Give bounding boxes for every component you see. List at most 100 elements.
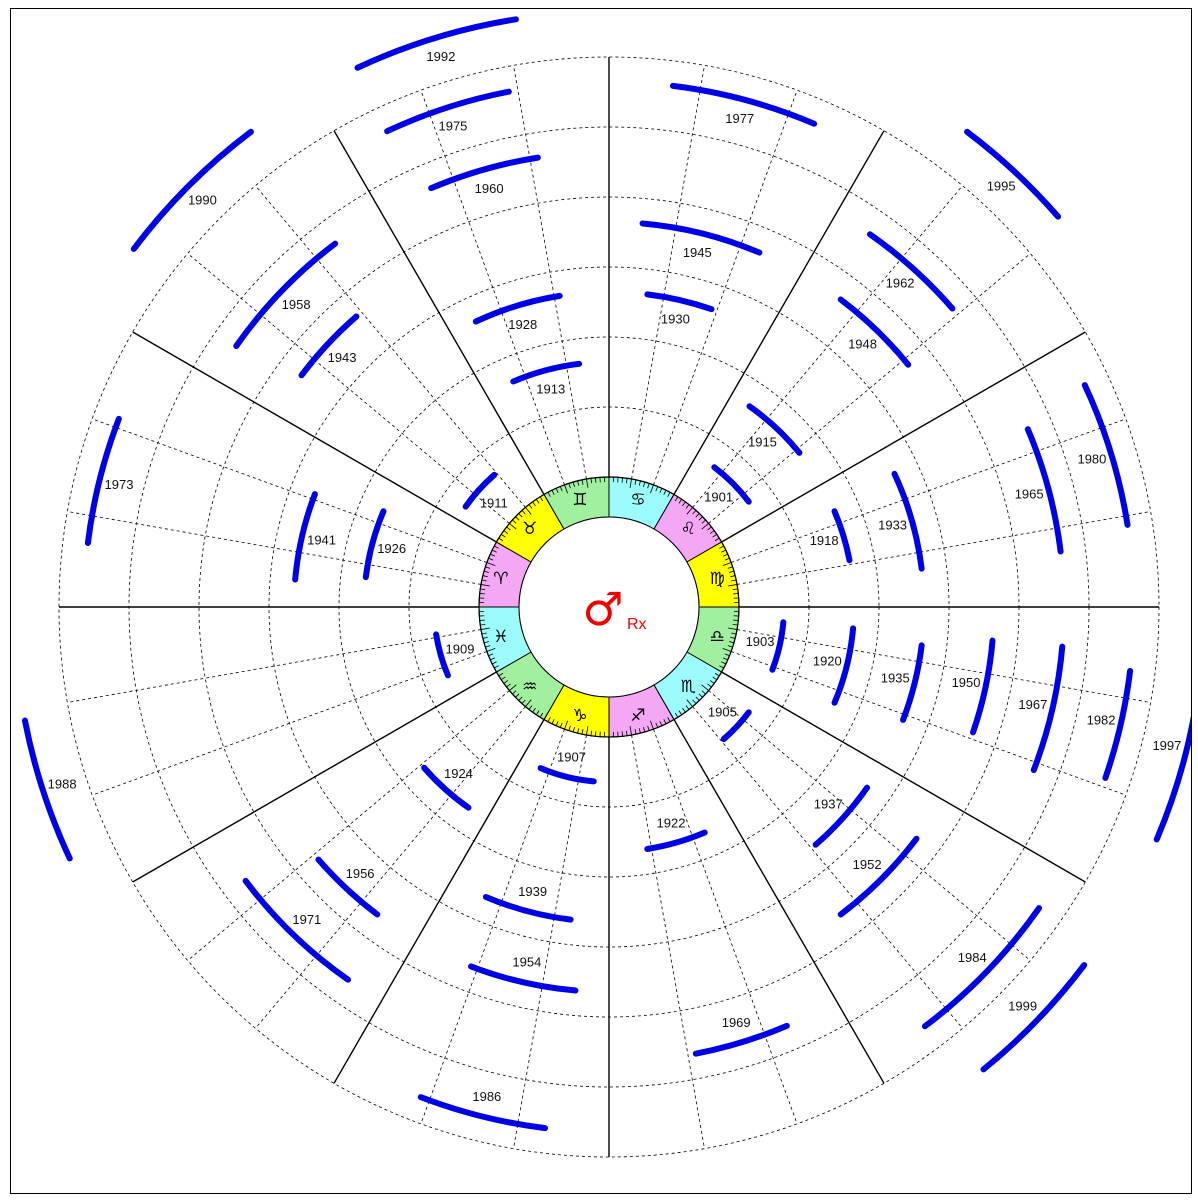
mars-retrograde-wheel: ♈ ♉ ♊ ♋ ♌ ♍ ♎ ♏ ♐ ♑ ♒ ♓ 1901 1903 1905 1907 1909 1911 191… bbox=[21, 16, 1191, 1158]
degree-tick bbox=[480, 584, 490, 587]
grid-spoke bbox=[692, 706, 963, 1029]
degree-tick bbox=[621, 477, 623, 483]
mars-icon: ♂ bbox=[582, 582, 623, 636]
degree-tick bbox=[586, 478, 589, 488]
grid-spoke bbox=[731, 651, 1126, 796]
degree-tick bbox=[483, 570, 489, 573]
year-label-1903: 1903 bbox=[746, 634, 775, 649]
grid-spoke bbox=[255, 185, 526, 508]
degree-tick bbox=[730, 575, 736, 578]
degree-tick bbox=[488, 653, 494, 657]
degree-tick bbox=[692, 510, 697, 515]
degree-tick bbox=[701, 519, 706, 524]
zodiac-outer-edge bbox=[478, 476, 740, 738]
degree-tick bbox=[488, 557, 494, 561]
degree-tick bbox=[674, 496, 679, 502]
degree-tick bbox=[667, 492, 671, 497]
chart-frame: ♈ ♉ ♊ ♋ ♌ ♍ ♎ ♏ ♐ ♑ ♒ ♓ 1901 1903 1905 1907 1909 1911 191… bbox=[10, 8, 1192, 1194]
grid-spoke bbox=[513, 734, 587, 1149]
year-label-1977: 1977 bbox=[725, 111, 754, 126]
retrograde-arc-1986 bbox=[417, 1094, 549, 1132]
degree-tick bbox=[722, 562, 732, 566]
degree-tick bbox=[555, 488, 559, 493]
degree-tick bbox=[685, 504, 690, 509]
degree-tick bbox=[695, 696, 700, 701]
retrograde-arc-1954 bbox=[468, 963, 579, 994]
retrograde-arc-1930 bbox=[644, 291, 715, 313]
degree-tick bbox=[595, 477, 597, 483]
degree-tick bbox=[586, 726, 589, 736]
retrograde-arc-1922 bbox=[644, 829, 708, 852]
degree-tick bbox=[663, 489, 667, 495]
sign-boundary-line bbox=[333, 130, 545, 495]
year-label-1967: 1967 bbox=[1018, 697, 1047, 712]
degree-tick bbox=[729, 641, 735, 644]
degree-tick bbox=[712, 533, 717, 538]
degree-tick bbox=[698, 516, 703, 521]
year-label-1965: 1965 bbox=[1015, 486, 1044, 501]
degree-tick bbox=[629, 726, 632, 736]
sign-boundary-line bbox=[721, 331, 1086, 543]
sign-boundary-line bbox=[721, 671, 1086, 883]
year-label-1992: 1992 bbox=[426, 49, 455, 64]
year-label-1984: 1984 bbox=[958, 950, 987, 965]
degree-tick bbox=[638, 728, 641, 734]
degree-tick bbox=[509, 684, 517, 691]
year-label-1956: 1956 bbox=[346, 866, 375, 881]
gemini-icon: ♊ bbox=[572, 490, 587, 510]
grid-spoke bbox=[653, 90, 798, 485]
retrograde-arc-1903 bbox=[769, 619, 787, 673]
degree-tick bbox=[713, 541, 722, 547]
degree-tick bbox=[512, 519, 517, 524]
retrograde-arc-1952 bbox=[837, 835, 920, 918]
grid-spoke bbox=[708, 690, 1031, 961]
degree-tick bbox=[650, 484, 654, 494]
year-label-1954: 1954 bbox=[512, 955, 541, 970]
degree-tick bbox=[590, 478, 592, 484]
degree-tick bbox=[731, 632, 737, 635]
degree-tick bbox=[669, 711, 675, 720]
degree-tick bbox=[509, 523, 517, 530]
degree-tick bbox=[577, 728, 580, 734]
year-label-1948: 1948 bbox=[848, 336, 877, 351]
degree-tick bbox=[643, 727, 646, 733]
degree-tick bbox=[667, 717, 671, 722]
degree-tick bbox=[539, 496, 544, 502]
degree-tick bbox=[532, 707, 536, 713]
grid-spoke bbox=[631, 65, 705, 480]
degree-tick bbox=[525, 699, 532, 707]
retrograde-arc-1907 bbox=[537, 765, 597, 785]
degree-tick bbox=[655, 722, 659, 728]
degree-tick bbox=[581, 729, 584, 735]
degree-tick bbox=[528, 705, 533, 710]
retrograde-arc-1990 bbox=[130, 128, 254, 252]
degree-tick bbox=[501, 676, 506, 681]
degree-tick bbox=[682, 501, 686, 507]
year-label-1933: 1933 bbox=[878, 518, 907, 533]
degree-tick bbox=[491, 549, 497, 553]
year-label-1943: 1943 bbox=[328, 350, 357, 365]
degree-tick bbox=[626, 478, 628, 484]
year-label-1971: 1971 bbox=[292, 912, 321, 927]
year-label-1960: 1960 bbox=[475, 181, 504, 196]
grid-spoke bbox=[631, 734, 705, 1149]
degree-tick bbox=[728, 627, 738, 630]
year-label-1915: 1915 bbox=[748, 434, 777, 449]
grid-spoke bbox=[731, 418, 1126, 563]
degree-tick bbox=[572, 481, 575, 487]
degree-tick bbox=[692, 699, 697, 704]
retrograde-arc-1933 bbox=[891, 470, 925, 572]
degree-tick bbox=[733, 619, 739, 621]
degree-tick bbox=[621, 731, 623, 737]
year-label-1924: 1924 bbox=[444, 766, 473, 781]
retrograde-arc-1943 bbox=[298, 313, 360, 379]
degree-tick bbox=[721, 549, 727, 553]
degree-tick bbox=[724, 557, 730, 561]
degree-tick bbox=[719, 545, 724, 549]
grid-spoke bbox=[653, 729, 798, 1124]
center-disc bbox=[518, 516, 700, 698]
degree-tick bbox=[551, 719, 555, 725]
degree-tick bbox=[727, 645, 733, 648]
degree-tick bbox=[701, 690, 706, 695]
degree-tick bbox=[714, 672, 720, 677]
